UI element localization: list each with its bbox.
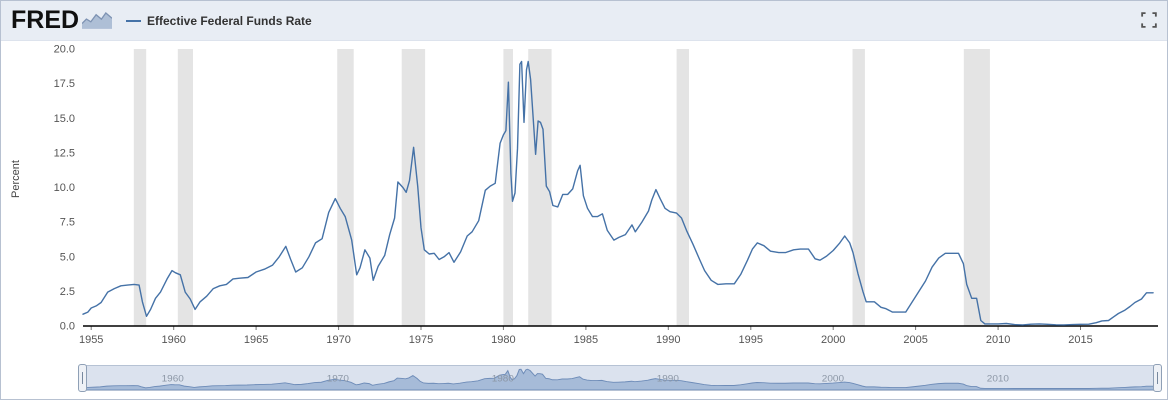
fullscreen-button[interactable] [1139, 10, 1159, 30]
slider-right-handle[interactable] [1153, 364, 1162, 392]
svg-text:1985: 1985 [574, 334, 598, 346]
svg-text:20.0: 20.0 [54, 44, 75, 56]
fred-logo[interactable]: FRED [11, 6, 113, 34]
svg-text:1990: 1990 [656, 334, 680, 346]
svg-text:2005: 2005 [903, 334, 927, 346]
svg-text:2000: 2000 [822, 374, 844, 385]
legend-label: Effective Federal Funds Rate [147, 14, 312, 28]
svg-text:2000: 2000 [821, 334, 845, 346]
svg-text:1990: 1990 [657, 374, 679, 385]
svg-text:2.5: 2.5 [60, 286, 75, 298]
svg-text:5.0: 5.0 [60, 251, 75, 263]
svg-text:12.5: 12.5 [54, 147, 75, 159]
svg-text:7.5: 7.5 [60, 217, 75, 229]
svg-text:1995: 1995 [739, 334, 763, 346]
svg-text:2015: 2015 [1068, 334, 1092, 346]
svg-text:1965: 1965 [244, 334, 268, 346]
fred-logo-sparkline-icon [82, 11, 113, 29]
fred-logo-text: FRED [11, 6, 80, 34]
svg-text:1970: 1970 [326, 334, 350, 346]
svg-text:1955: 1955 [79, 334, 103, 346]
fullscreen-icon [1141, 12, 1157, 28]
svg-text:1980: 1980 [491, 334, 515, 346]
slider-left-handle[interactable] [78, 364, 87, 392]
svg-text:15.0: 15.0 [54, 113, 75, 125]
svg-text:10.0: 10.0 [54, 182, 75, 194]
legend-line-swatch [126, 20, 141, 22]
legend: Effective Federal Funds Rate [126, 14, 312, 28]
svg-text:0.0: 0.0 [60, 321, 75, 333]
slider-chart-svg: 1960 1970 1980 1990 2000 2010 [82, 368, 1158, 390]
svg-text:1980: 1980 [492, 374, 514, 385]
date-range-slider[interactable]: 1960 1970 1980 1990 2000 2010 [78, 364, 1162, 392]
svg-text:1960: 1960 [162, 374, 184, 385]
svg-text:1970: 1970 [327, 374, 349, 385]
svg-text:1960: 1960 [161, 334, 185, 346]
svg-text:17.5: 17.5 [54, 78, 75, 90]
svg-text:1975: 1975 [409, 334, 433, 346]
main-chart-svg[interactable]: 0.0 2.5 5.0 7.5 10.0 12.5 15.0 17.5 20.0 1955 1960… [1, 42, 1168, 352]
svg-text:2010: 2010 [986, 334, 1010, 346]
svg-text:2010: 2010 [987, 374, 1009, 385]
header-bar: FRED Effective Federal Funds Rate [1, 1, 1167, 41]
